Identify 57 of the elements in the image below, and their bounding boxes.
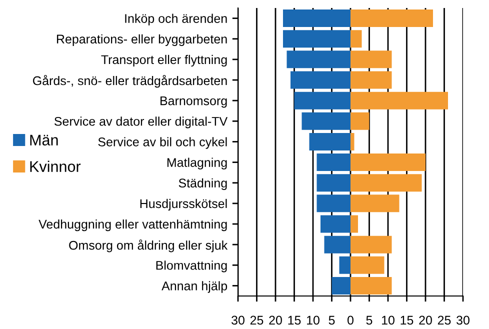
y-tick-label: Service av dator eller digital-TV (54, 116, 228, 128)
bar (309, 132, 350, 150)
bar (283, 10, 350, 28)
legend-label: Män (30, 134, 58, 146)
bar (294, 92, 350, 110)
y-tick-label: Städning (178, 178, 227, 190)
x-tick-label: 15 (400, 316, 414, 325)
y-tick-label: Annan hjälp (162, 281, 228, 293)
bar (350, 50, 392, 68)
bar (302, 112, 350, 130)
bar (332, 276, 350, 294)
bar (316, 194, 350, 212)
bar (290, 71, 350, 89)
bar (316, 174, 350, 192)
bar (324, 236, 350, 254)
y-tick-label: Reparations- eller byggarbeten (56, 34, 227, 46)
bar (320, 215, 350, 233)
bar (350, 30, 362, 48)
y-tick-label: Husdjursskötsel (140, 198, 227, 211)
legend-label: Kvinnor (30, 160, 81, 172)
x-tick-label: 25 (250, 316, 264, 325)
x-tick-label: 20 (269, 316, 282, 325)
x-tick-label: 10 (307, 316, 320, 325)
y-tick-label: Blomvattning (156, 260, 227, 272)
bar (350, 112, 370, 130)
x-tick-label: 0 (348, 316, 354, 325)
y-tick-label: Barnomsorg (160, 96, 227, 108)
bar (350, 276, 392, 294)
bar (286, 50, 350, 68)
x-tick-label: 25 (438, 316, 451, 325)
x-tick-label: 5 (328, 316, 335, 325)
bar (350, 236, 392, 254)
bar (350, 71, 392, 89)
y-tick-label: Inköp och ärenden (125, 14, 227, 26)
bar (350, 194, 400, 212)
y-tick-label: Omsorg om åldring eller sjuk (69, 240, 228, 252)
bar (350, 215, 358, 233)
y-tick-label: Service av bil och cykel (98, 137, 227, 149)
y-tick-label: Gårds-, snö- eller trädgårdsarbeten (32, 74, 227, 88)
bar (350, 10, 433, 28)
x-tick-label: 10 (382, 316, 394, 325)
x-tick-label: 5 (366, 316, 372, 325)
bar (350, 92, 448, 110)
y-tick-label: Vedhuggning eller vattenhämtning (38, 219, 227, 232)
bar (316, 154, 350, 172)
x-tick-label: 15 (288, 316, 301, 325)
x-tick-label: 30 (232, 316, 244, 325)
bar (339, 256, 350, 274)
bar (350, 154, 426, 172)
y-tick-label: Matlagning (167, 158, 227, 170)
x-tick-label: 20 (419, 316, 432, 325)
x-tick-label: 30 (456, 316, 470, 325)
bar (283, 30, 350, 48)
bar (350, 256, 384, 274)
bar (350, 132, 354, 150)
bar (350, 174, 422, 192)
y-tick-label: Transport eller flyttning (101, 54, 227, 67)
